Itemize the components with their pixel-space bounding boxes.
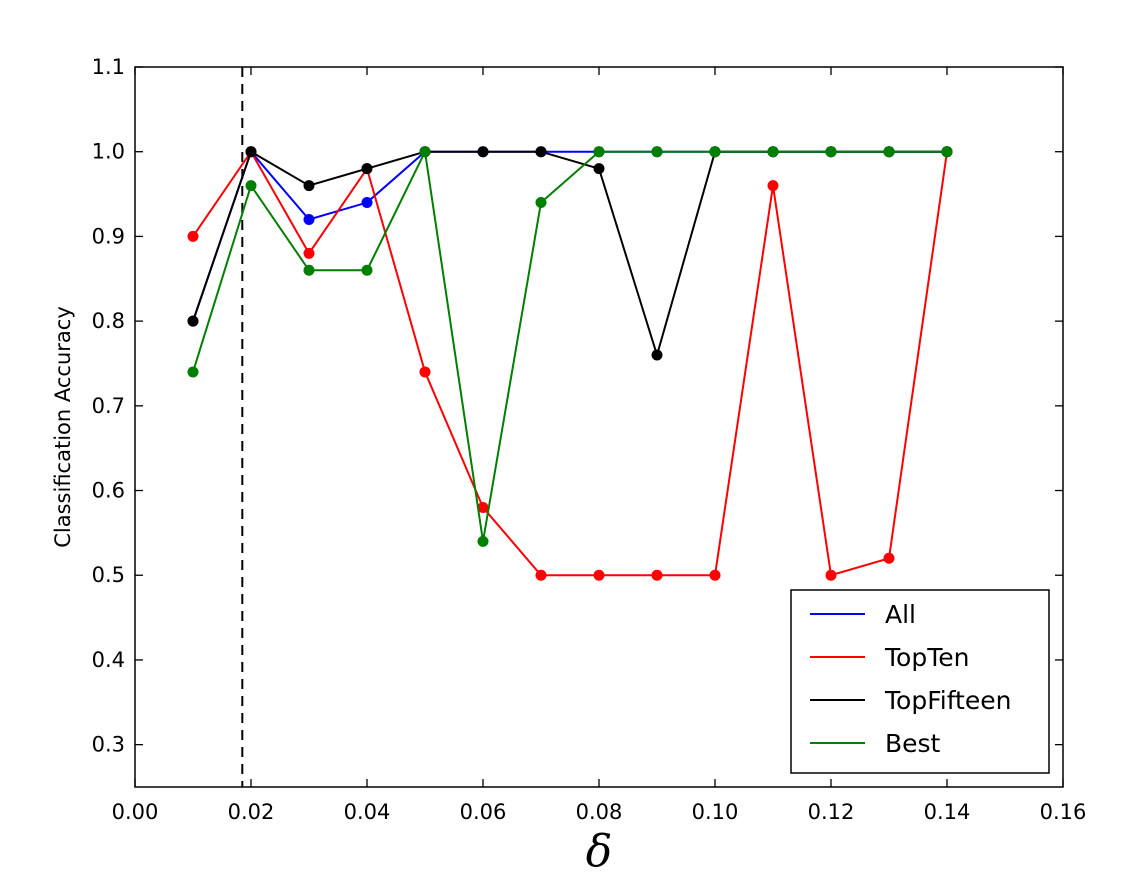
data-point-best: [303, 264, 315, 276]
data-point-best: [709, 146, 721, 158]
data-point-topten: [767, 180, 779, 192]
data-point-topten: [477, 501, 489, 513]
x-tick-label: 0.10: [692, 800, 739, 824]
data-point-topten: [303, 247, 315, 259]
series-line-best: [192, 148, 947, 542]
data-point-topfifteen: [303, 180, 315, 192]
x-tick-label: 0.12: [808, 800, 855, 824]
data-point-best: [535, 197, 547, 209]
data-point-all: [303, 213, 315, 225]
data-point-topten: [709, 569, 721, 581]
data-point-topfifteen: [535, 146, 547, 158]
data-point-topfifteen: [651, 349, 663, 361]
data-point-topten: [651, 569, 663, 581]
data-point-all: [361, 197, 373, 209]
series-layer: [187, 146, 953, 581]
y-tick-label: 0.7: [92, 394, 125, 418]
data-point-best: [245, 180, 257, 192]
data-point-topten: [883, 552, 895, 564]
x-tick-label: 0.06: [460, 800, 507, 824]
data-point-best: [361, 264, 373, 276]
x-tick-label: 0.04: [344, 800, 391, 824]
x-tick-label: 0.02: [228, 800, 275, 824]
y-tick-label: 0.4: [92, 648, 125, 672]
data-point-best: [941, 146, 953, 158]
x-tick-label: 0.16: [1040, 800, 1087, 824]
legend-label-all: All: [885, 600, 916, 629]
y-tick-label: 0.8: [92, 309, 125, 333]
y-axis-label: Classification Accuracy: [51, 306, 75, 548]
data-point-topten: [419, 366, 431, 378]
data-point-best: [187, 366, 199, 378]
data-point-topfifteen: [187, 315, 199, 327]
y-tick-label: 0.5: [92, 563, 125, 587]
x-tick-label: 0.00: [112, 800, 159, 824]
data-point-best: [651, 146, 663, 158]
data-point-topten: [825, 569, 837, 581]
legend-label-best: Best: [885, 729, 941, 758]
data-point-topfifteen: [477, 146, 489, 158]
x-tick-label: 0.08: [576, 800, 623, 824]
y-tick-label: 1.0: [92, 140, 125, 164]
tick-layer: 0.00 0.02 0.04 0.06 0.08 0.10 0.12 0.14 0.16 0.3 0…: [92, 55, 1087, 824]
data-point-best: [419, 146, 431, 158]
x-tick-label: 0.14: [924, 800, 971, 824]
data-point-best: [767, 146, 779, 158]
legend-label-topten: TopTen: [884, 643, 969, 672]
series-line-topten: [192, 149, 948, 577]
y-tick-label: 0.3: [92, 733, 125, 757]
data-point-best: [477, 535, 489, 547]
data-point-best: [883, 146, 895, 158]
data-point-topfifteen: [245, 146, 257, 158]
data-point-topten: [187, 230, 199, 242]
legend: All TopTen TopFifteen Best: [790, 589, 1050, 774]
y-tick-label: 1.1: [92, 55, 125, 79]
legend-label-topfifteen: TopFifteen: [884, 686, 1011, 715]
data-point-best: [825, 146, 837, 158]
data-point-topfifteen: [593, 163, 605, 175]
y-tick-label: 0.6: [92, 479, 125, 503]
data-point-topfifteen: [361, 163, 373, 175]
data-point-best: [593, 146, 605, 158]
data-point-topten: [593, 569, 605, 581]
data-point-topten: [535, 569, 547, 581]
x-axis-label: δ: [586, 826, 613, 873]
y-tick-label: 0.9: [92, 224, 125, 248]
